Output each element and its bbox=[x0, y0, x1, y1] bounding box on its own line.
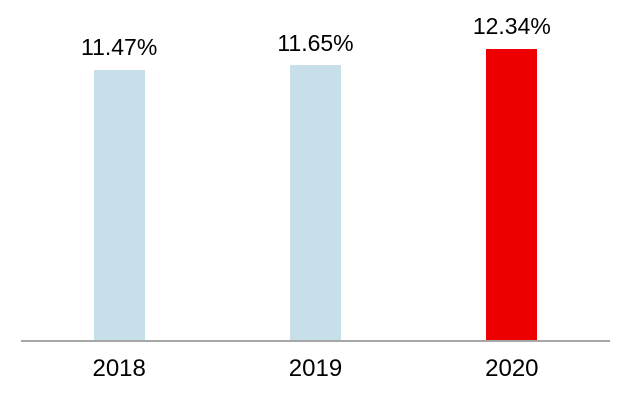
bar-group-2019: 11.65% bbox=[217, 0, 413, 340]
x-axis-labels: 2018 2019 2020 bbox=[21, 342, 610, 384]
x-axis-line bbox=[21, 340, 610, 342]
x-tick-label: 2018 bbox=[92, 355, 146, 382]
data-label: 11.47% bbox=[81, 33, 158, 60]
data-label: 12.34% bbox=[472, 13, 551, 40]
bar-group-2020: 12.34% bbox=[414, 0, 610, 340]
plot-area: 11.47% 11.65% 12.34% bbox=[21, 0, 610, 340]
x-tick-label: 2020 bbox=[485, 355, 539, 382]
chart-area: 11.47% 11.65% 12.34% 2018 2019 2020 bbox=[21, 0, 610, 384]
data-label: 11.65% bbox=[277, 29, 354, 56]
bar-2018 bbox=[93, 69, 145, 340]
x-tick-label: 2019 bbox=[288, 355, 343, 382]
bar-group-2018: 11.47% bbox=[21, 0, 217, 340]
bar-2019 bbox=[289, 65, 341, 340]
bar-2020 bbox=[486, 49, 538, 340]
